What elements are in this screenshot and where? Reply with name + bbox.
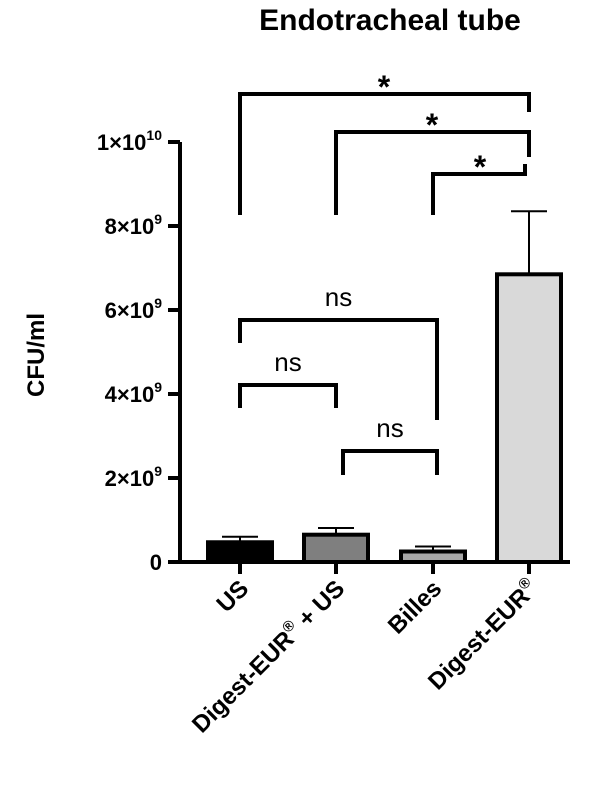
significance-label: *	[474, 149, 487, 185]
y-tick-label: 6×109	[105, 295, 163, 323]
bar	[399, 549, 467, 564]
y-tick-exponent: 9	[154, 463, 162, 479]
y-tick-label: 2×109	[105, 463, 163, 491]
chart-title: Endotracheal tube	[259, 4, 521, 37]
x-tick-label-text: US	[212, 575, 255, 618]
significance-bracket	[238, 383, 338, 408]
y-tick-exponent: 10	[146, 127, 162, 143]
bar	[302, 532, 370, 565]
significance-label: ns	[325, 282, 352, 312]
y-tick-label: 8×109	[105, 211, 163, 239]
y-tick-label: 1×1010	[97, 127, 162, 155]
y-tick-exponent: 9	[154, 295, 162, 311]
x-tick-label: Digest-EUR® + US	[186, 574, 351, 739]
x-tick-label: US	[212, 575, 255, 618]
y-tick-exponent: 9	[154, 211, 162, 227]
significance-bracket	[238, 318, 439, 420]
x-tick-label-text: Billes	[383, 575, 447, 639]
y-tick-exponent: 9	[154, 379, 162, 395]
y-tick-label: 4×109	[105, 379, 163, 407]
x-tick-label: Billes	[383, 575, 447, 639]
bar	[495, 272, 563, 564]
significance-label: *	[378, 69, 391, 105]
chart-plot-area: 0 2×109 4×109 6×109 8×109 1×1010 USDigest-EUR®…	[97, 69, 570, 738]
bar	[206, 540, 274, 565]
significance-label: ns	[274, 347, 301, 377]
x-tick-label-suffix: + US	[288, 575, 350, 637]
significance-label: *	[426, 107, 439, 143]
y-tick-label: 0	[150, 550, 162, 575]
significance-label: ns	[376, 413, 403, 443]
significance-bracket	[341, 449, 439, 475]
significance-bracket	[334, 130, 531, 215]
significance-bracket	[431, 164, 527, 215]
y-axis-label: CFU/ml	[23, 313, 50, 397]
x-tick-label-text: Digest-EUR	[187, 626, 299, 738]
significance-bracket	[238, 92, 531, 215]
